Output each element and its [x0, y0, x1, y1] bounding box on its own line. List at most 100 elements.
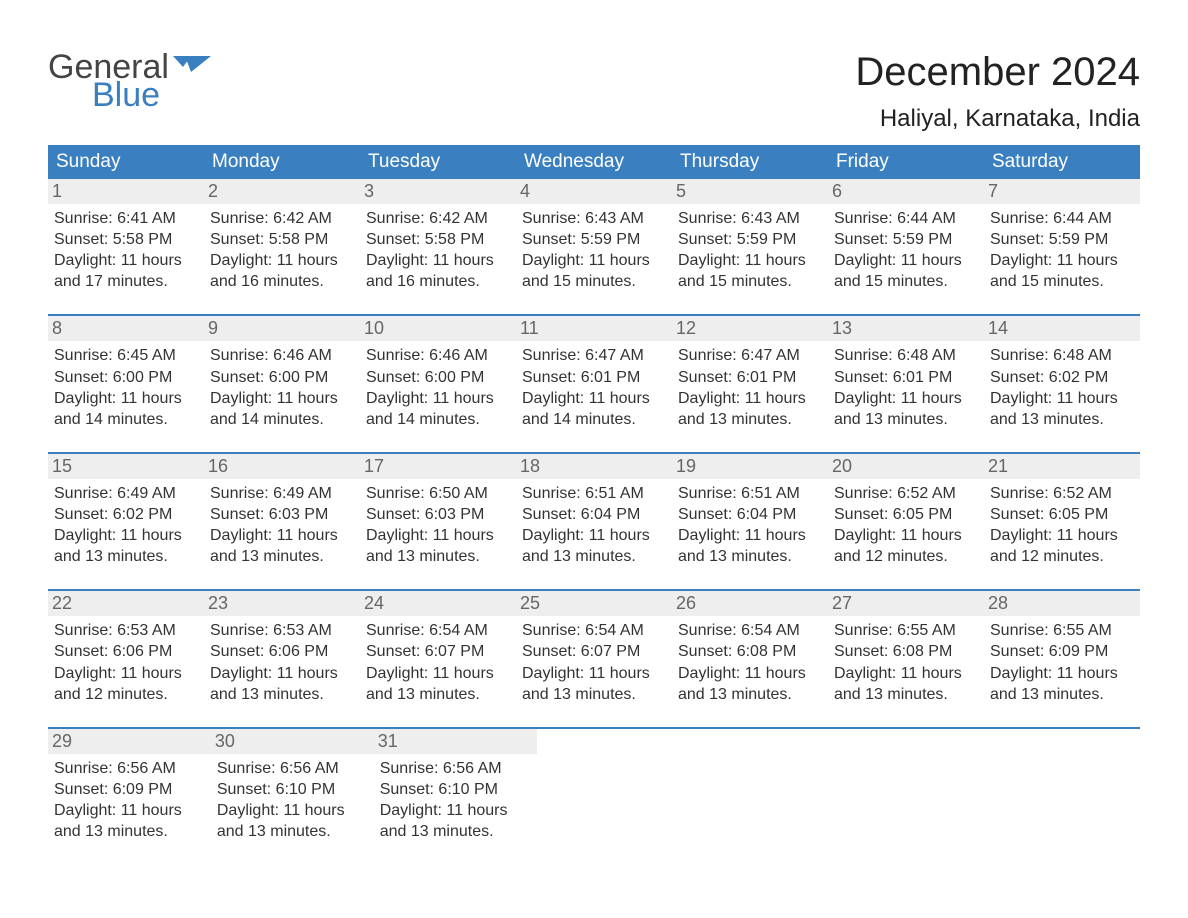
day-info-line: Sunset: 6:08 PM [834, 641, 978, 662]
day-info-line: Daylight: 11 hours [522, 250, 666, 271]
day-info-line: Sunrise: 6:48 AM [990, 345, 1134, 366]
day-info-line: Daylight: 11 hours [834, 663, 978, 684]
day-info-line: Daylight: 11 hours [990, 525, 1134, 546]
day-info-line: and 17 minutes. [54, 271, 198, 292]
day-number: 9 [204, 316, 360, 341]
week-row: 22 Sunrise: 6:53 AM Sunset: 6:06 PM Dayligh… [48, 589, 1140, 726]
day-info-line: Sunrise: 6:52 AM [834, 483, 978, 504]
day-cell: 2Sunrise: 6:42 AMSunset: 5:58 PMDaylight… [204, 179, 360, 292]
day-info-line: Sunrise: 6:50 AM [366, 483, 510, 504]
day-info-line: Sunrise: 6:44 AM [834, 208, 978, 229]
day-info-line: Sunset: 5:59 PM [834, 229, 978, 250]
day-number: 3 [360, 179, 516, 204]
day-number: 15 [48, 454, 204, 479]
day-info-line: and 13 minutes. [990, 409, 1134, 430]
weekday-header: Friday [828, 145, 984, 179]
empty-day-cell [989, 729, 1140, 842]
day-info-line: Sunset: 6:08 PM [678, 641, 822, 662]
empty-day-cell [838, 729, 989, 842]
day-info-line: and 15 minutes. [522, 271, 666, 292]
day-info-line: and 12 minutes. [54, 684, 198, 705]
day-info-line: Daylight: 11 hours [210, 388, 354, 409]
day-cell: 8Sunrise: 6:45 AMSunset: 6:00 PMDaylight… [48, 316, 204, 429]
day-info-line: Sunset: 6:09 PM [54, 779, 205, 800]
day-info-line: and 13 minutes. [678, 546, 822, 567]
day-info-line: Sunrise: 6:44 AM [990, 208, 1134, 229]
day-info-line: Daylight: 11 hours [217, 800, 368, 821]
day-number: 5 [672, 179, 828, 204]
day-info-line: and 15 minutes. [990, 271, 1134, 292]
weekday-header-row: Sunday Monday Tuesday Wednesday Thursday… [48, 145, 1140, 179]
day-info-line: Daylight: 11 hours [522, 525, 666, 546]
day-info-line: Daylight: 11 hours [366, 388, 510, 409]
day-number: 10 [360, 316, 516, 341]
header: General Blue December 2024 Haliyal, Karn… [48, 50, 1140, 133]
day-info-line: Daylight: 11 hours [54, 388, 198, 409]
logo: General Blue [48, 50, 211, 112]
day-number: 6 [828, 179, 984, 204]
day-info-line: and 13 minutes. [210, 546, 354, 567]
day-info-line: and 14 minutes. [54, 409, 198, 430]
day-info-line: Sunset: 6:03 PM [210, 504, 354, 525]
weeks-container: 1Sunrise: 6:41 AMSunset: 5:58 PMDaylight… [48, 179, 1140, 864]
day-info-line: Sunset: 6:04 PM [522, 504, 666, 525]
day-info-line: and 12 minutes. [834, 546, 978, 567]
week-row: 1Sunrise: 6:41 AMSunset: 5:58 PMDaylight… [48, 179, 1140, 314]
day-info-line: Daylight: 11 hours [522, 663, 666, 684]
day-info-line: Sunset: 6:05 PM [834, 504, 978, 525]
week-row: 8Sunrise: 6:45 AMSunset: 6:00 PMDaylight… [48, 314, 1140, 451]
day-cell: 21Sunrise: 6:52 AMSunset: 6:05 PMDayligh… [984, 454, 1140, 567]
day-number: 31 [374, 729, 537, 754]
day-info-line: Sunrise: 6:51 AM [678, 483, 822, 504]
day-cell: 18Sunrise: 6:51 AMSunset: 6:04 PMDayligh… [516, 454, 672, 567]
day-info-line: Sunrise: 6:51 AM [522, 483, 666, 504]
day-info-line: Daylight: 11 hours [834, 525, 978, 546]
day-info-line: Sunset: 5:59 PM [522, 229, 666, 250]
week-row: 29Sunrise: 6:56 AMSunset: 6:09 PMDayligh… [48, 727, 1140, 864]
day-info-line: Sunrise: 6:49 AM [210, 483, 354, 504]
day-info-line: Daylight: 11 hours [834, 250, 978, 271]
day-cell: 28Sunrise: 6:55 AMSunset: 6:09 PMDayligh… [984, 591, 1140, 704]
calendar-grid: Sunday Monday Tuesday Wednesday Thursday… [48, 145, 1140, 864]
day-number: 22 [48, 591, 204, 616]
day-info-line: Sunset: 5:59 PM [678, 229, 822, 250]
day-cell: 5Sunrise: 6:43 AMSunset: 5:59 PMDaylight… [672, 179, 828, 292]
day-info-line: Daylight: 11 hours [210, 525, 354, 546]
weekday-header: Thursday [672, 145, 828, 179]
day-info-line: Sunset: 6:02 PM [54, 504, 198, 525]
day-info-line: Sunset: 6:01 PM [678, 367, 822, 388]
day-number: 12 [672, 316, 828, 341]
day-info-line: and 13 minutes. [678, 409, 822, 430]
day-info-line: Sunset: 6:05 PM [990, 504, 1134, 525]
day-info-line: Sunset: 6:10 PM [380, 779, 531, 800]
day-number: 19 [672, 454, 828, 479]
day-cell: 15Sunrise: 6:49 AMSunset: 6:02 PMDayligh… [48, 454, 204, 567]
day-cell: 27Sunrise: 6:55 AMSunset: 6:08 PMDayligh… [828, 591, 984, 704]
day-number: 20 [828, 454, 984, 479]
day-info-line: and 15 minutes. [678, 271, 822, 292]
day-info-line: Sunrise: 6:42 AM [210, 208, 354, 229]
week-row: 15 Sunrise: 6:49 AM Sunset: 6:02 PM Dayligh… [48, 452, 1140, 589]
day-info-line: Sunset: 6:01 PM [522, 367, 666, 388]
day-number: 16 [204, 454, 360, 479]
day-number: 2 [204, 179, 360, 204]
day-info-line: and 16 minutes. [366, 271, 510, 292]
day-info-line: Sunrise: 6:53 AM [210, 620, 354, 641]
day-number: 8 [48, 316, 204, 341]
day-info-line: Sunrise: 6:41 AM [54, 208, 198, 229]
day-info-line: and 14 minutes. [366, 409, 510, 430]
day-cell: 23Sunrise: 6:53 AMSunset: 6:06 PMDayligh… [204, 591, 360, 704]
day-number: 30 [211, 729, 374, 754]
day-info-line: Daylight: 11 hours [380, 800, 531, 821]
day-info-line: Daylight: 11 hours [678, 663, 822, 684]
day-number: 26 [672, 591, 828, 616]
day-cell: 29Sunrise: 6:56 AMSunset: 6:09 PMDayligh… [48, 729, 211, 842]
day-info-line: Sunset: 6:06 PM [54, 641, 198, 662]
day-cell: 12Sunrise: 6:47 AMSunset: 6:01 PMDayligh… [672, 316, 828, 429]
day-info-line: Daylight: 11 hours [990, 663, 1134, 684]
day-info-line: and 13 minutes. [210, 684, 354, 705]
day-info-line: Sunset: 5:58 PM [366, 229, 510, 250]
day-info-line: and 12 minutes. [990, 546, 1134, 567]
day-info-line: Sunset: 6:02 PM [990, 367, 1134, 388]
day-info-line: Sunrise: 6:56 AM [380, 758, 531, 779]
